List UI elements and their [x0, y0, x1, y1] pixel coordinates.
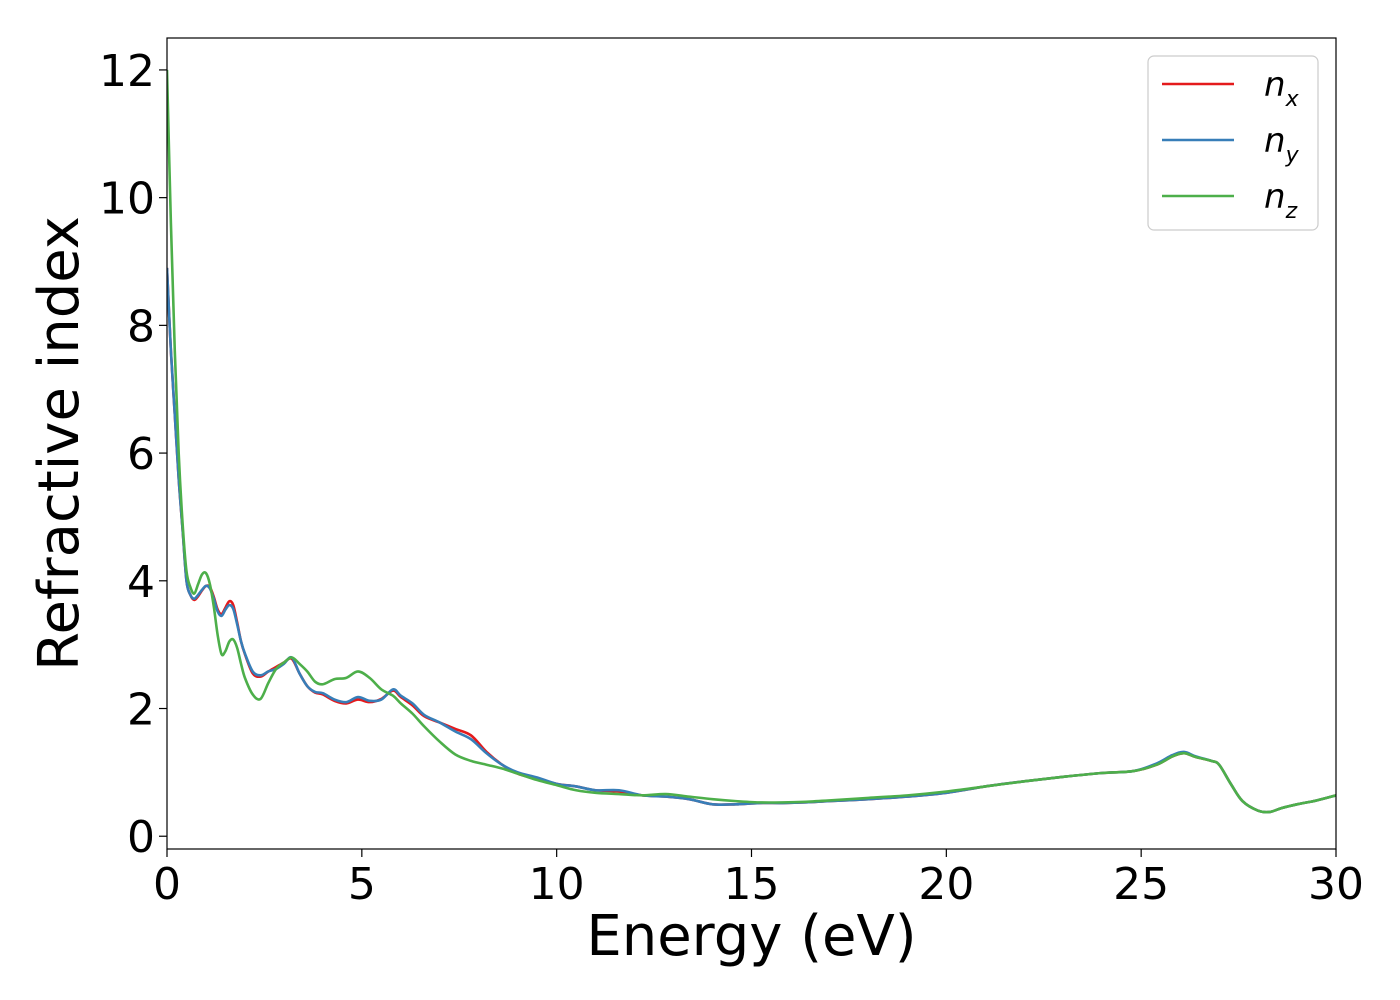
- series-line-z: [167, 69, 1336, 814]
- y-tick-label: 2: [127, 685, 155, 736]
- legend-label-y: ny: [1264, 121, 1300, 168]
- x-axis-title: Energy (eV): [586, 904, 916, 969]
- y-axis-ticks: 0 2 4 6 8 10 12: [99, 46, 167, 863]
- x-axis-ticks: 0 5 10 15 20 25 30: [153, 849, 1364, 910]
- x-tick-label: 30: [1308, 859, 1364, 910]
- x-tick-label: 15: [724, 859, 780, 910]
- x-tick-label: 25: [1113, 859, 1169, 910]
- y-tick-label: 10: [99, 174, 155, 225]
- y-tick-label: 4: [127, 557, 155, 608]
- legend-label-x: nx: [1264, 65, 1300, 112]
- y-tick-label: 6: [127, 429, 155, 480]
- x-tick-label: 5: [348, 859, 376, 910]
- y-tick-label: 8: [127, 301, 155, 352]
- legend-label-z: nz: [1264, 177, 1298, 224]
- x-tick-label: 10: [529, 859, 585, 910]
- y-tick-label: 12: [99, 46, 155, 97]
- plot-lines: [167, 69, 1336, 814]
- x-tick-label: 0: [153, 859, 181, 910]
- legend-box: [1147, 55, 1319, 231]
- y-tick-label: 0: [127, 812, 155, 863]
- x-tick-label: 20: [918, 859, 974, 910]
- legend: nx ny nz: [1147, 55, 1319, 231]
- y-axis-title: Refractive index: [27, 216, 92, 671]
